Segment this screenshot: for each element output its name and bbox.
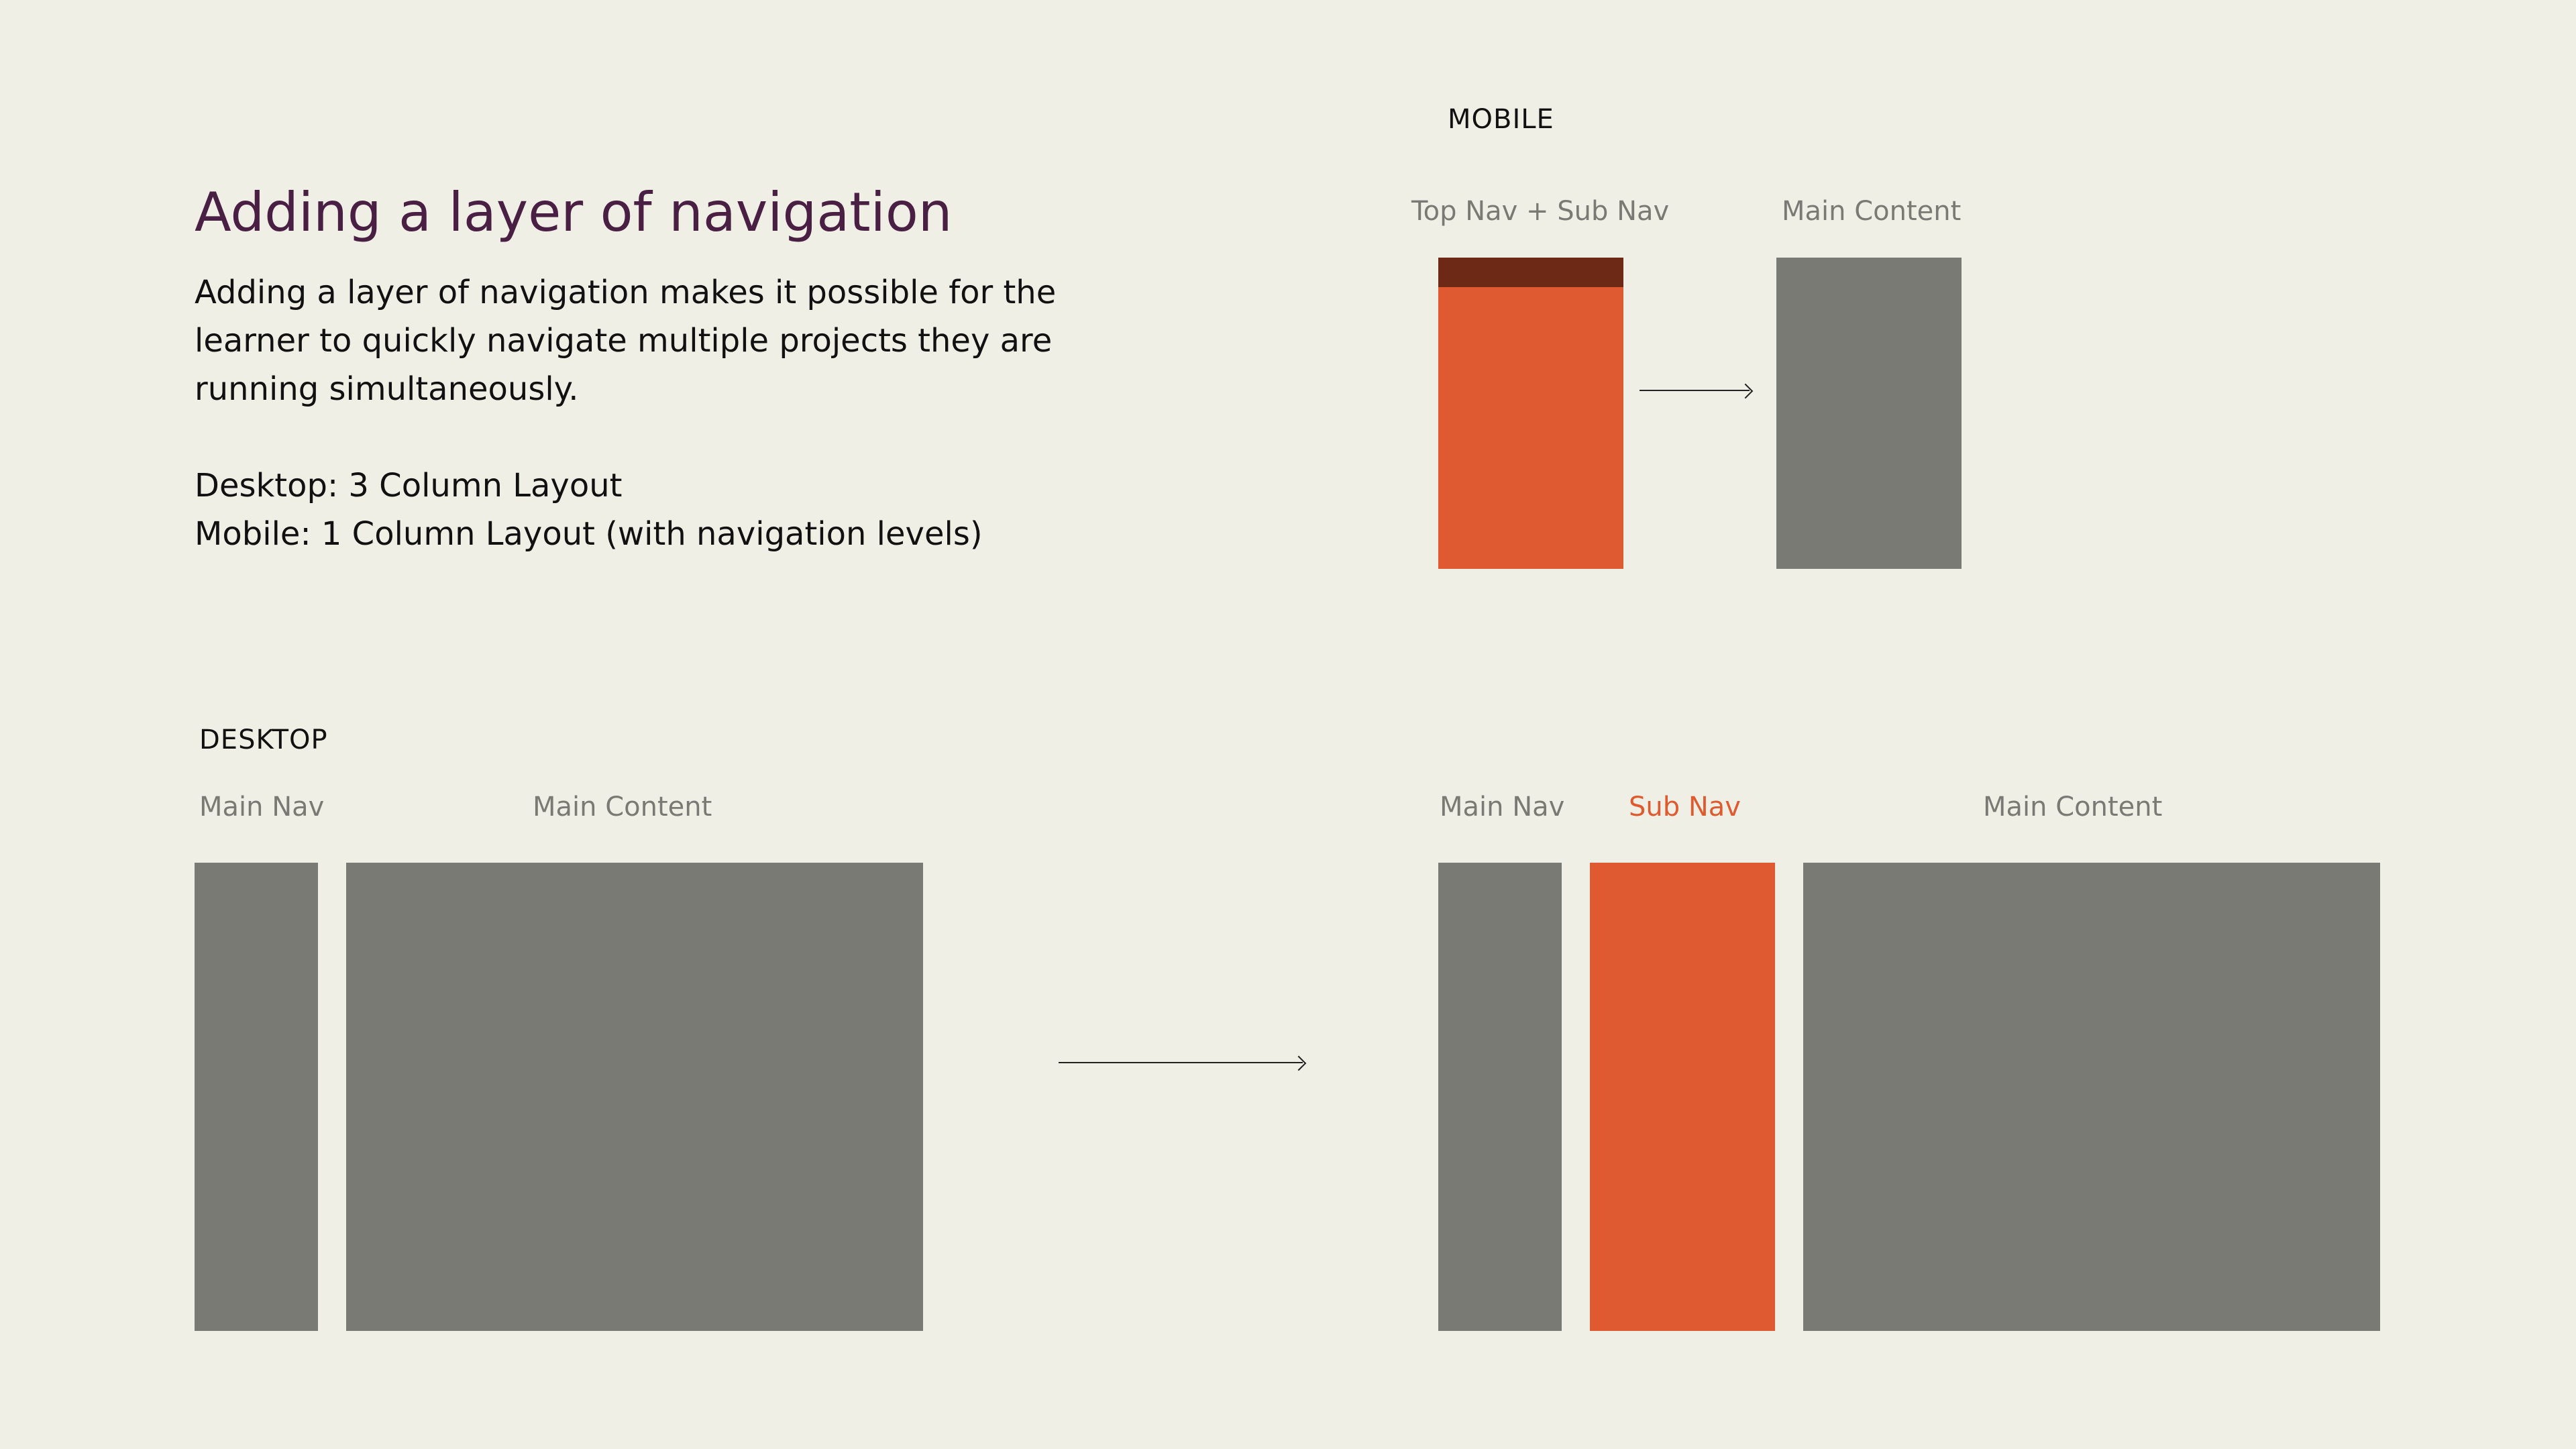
desktop-after-main-content-block [1803, 863, 2380, 1331]
page-description: Adding a layer of navigation makes it po… [195, 274, 1057, 408]
desktop-heading: DESKTOP [199, 724, 328, 755]
mobile-main-content-screen [1776, 258, 1962, 569]
mobile-heading: MOBILE [1448, 104, 1554, 135]
desktop-before-main-content-label: Main Content [533, 792, 712, 822]
desktop-layout-note: Desktop: 3 Column Layout [195, 467, 623, 504]
desktop-before-main-content-block [346, 863, 923, 1331]
desktop-after-main-nav-label: Main Nav [1440, 792, 1565, 822]
desktop-arrow-icon [1059, 1062, 1303, 1063]
mobile-top-sub-nav-label: Top Nav + Sub Nav [1411, 196, 1670, 227]
desktop-after-main-nav-block [1438, 863, 1562, 1331]
mobile-top-nav-bar [1438, 258, 1623, 287]
desktop-after-sub-nav-label: Sub Nav [1629, 792, 1741, 822]
mobile-main-content-label: Main Content [1782, 196, 1962, 227]
mobile-layout-note: Mobile: 1 Column Layout (with navigation… [195, 515, 983, 553]
desktop-before-main-nav-block [195, 863, 318, 1331]
mobile-nav-screen [1438, 258, 1623, 569]
mobile-arrow-icon [1640, 390, 1750, 391]
desktop-after-sub-nav-block [1590, 863, 1775, 1331]
desktop-before-main-nav-label: Main Nav [199, 792, 325, 822]
desktop-after-main-content-label: Main Content [1983, 792, 2163, 822]
page-title: Adding a layer of navigation [195, 181, 953, 244]
